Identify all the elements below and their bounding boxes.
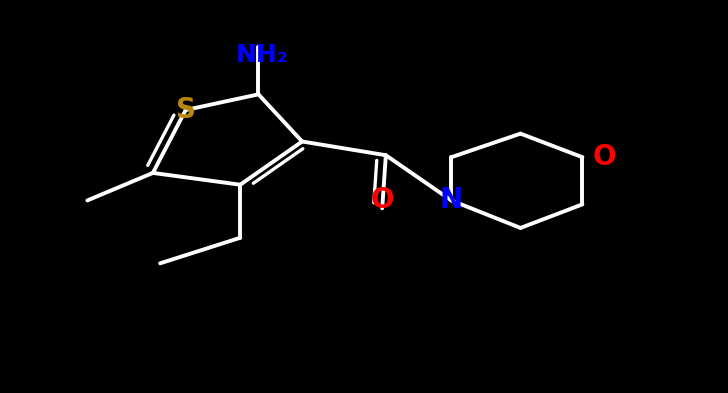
Text: NH₂: NH₂ (236, 43, 288, 67)
Text: N: N (440, 186, 463, 215)
Text: S: S (175, 96, 196, 124)
Text: O: O (371, 186, 394, 215)
Text: O: O (593, 143, 616, 171)
